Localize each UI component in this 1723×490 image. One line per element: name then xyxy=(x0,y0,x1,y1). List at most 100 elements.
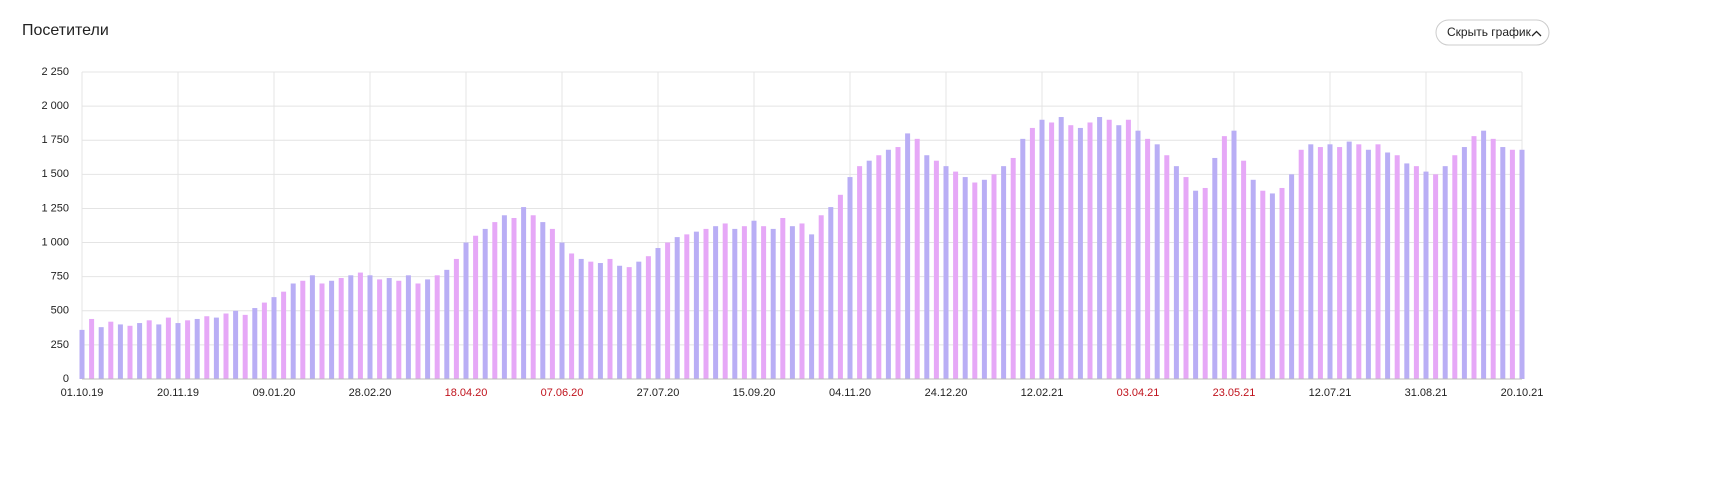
bar xyxy=(1308,144,1314,379)
bar xyxy=(540,222,546,379)
y-tick-label: 750 xyxy=(51,271,69,283)
bar xyxy=(213,317,219,379)
bar xyxy=(309,275,315,379)
bar xyxy=(1423,171,1429,379)
bar xyxy=(444,269,450,379)
bar xyxy=(223,313,229,379)
bar xyxy=(1241,160,1247,379)
x-tick-label: 07.06.20 xyxy=(541,387,584,399)
x-tick-label: 12.02.21 xyxy=(1021,387,1064,399)
bar xyxy=(185,320,191,379)
bar xyxy=(1173,166,1179,379)
bar xyxy=(117,324,123,379)
bar xyxy=(818,215,824,379)
bar xyxy=(1413,166,1419,379)
bar xyxy=(1471,136,1477,379)
bar xyxy=(1001,166,1007,379)
bar xyxy=(137,323,143,379)
bar xyxy=(367,275,373,379)
bar xyxy=(914,138,920,379)
bar xyxy=(1481,130,1487,379)
bar xyxy=(780,217,786,379)
bar xyxy=(146,320,152,379)
bar xyxy=(300,280,306,379)
bar xyxy=(1385,152,1391,379)
bar xyxy=(521,207,527,379)
bar xyxy=(1500,147,1506,379)
bar xyxy=(501,215,507,379)
bar xyxy=(1020,138,1026,379)
bar xyxy=(1509,149,1515,379)
x-tick-label: 04.11.20 xyxy=(829,387,871,399)
bar xyxy=(972,182,978,379)
bar xyxy=(108,321,114,379)
bar xyxy=(434,275,440,379)
y-tick-label: 2 000 xyxy=(41,100,69,112)
bar xyxy=(1519,149,1525,379)
bar xyxy=(425,279,431,379)
bar xyxy=(1135,130,1141,379)
y-tick-label: 2 250 xyxy=(41,66,69,78)
bar xyxy=(991,174,997,379)
bar xyxy=(789,226,795,379)
y-tick-label: 1 250 xyxy=(41,202,69,214)
bar xyxy=(1260,190,1266,379)
bar xyxy=(549,228,555,379)
bar xyxy=(1058,117,1064,379)
y-tick-label: 1 750 xyxy=(41,134,69,146)
bar xyxy=(511,217,517,379)
bar xyxy=(578,258,584,379)
x-tick-label: 01.10.19 xyxy=(61,387,104,399)
x-tick-label: 18.04.20 xyxy=(445,387,488,399)
bar xyxy=(1221,136,1227,379)
bar xyxy=(607,258,613,379)
bar xyxy=(1279,187,1285,379)
bar xyxy=(645,256,651,379)
x-tick-label: 15.09.20 xyxy=(733,387,776,399)
bar xyxy=(1327,144,1333,379)
bar xyxy=(329,280,335,379)
bar xyxy=(857,166,863,379)
x-tick-label: 20.10.21 xyxy=(1501,387,1544,399)
y-tick-label: 1 000 xyxy=(41,236,69,248)
bar xyxy=(473,235,479,379)
bar xyxy=(1164,155,1170,379)
bar xyxy=(636,261,642,379)
title: Посетители xyxy=(22,22,109,39)
bar xyxy=(1010,157,1016,379)
bar xyxy=(962,177,968,379)
bar xyxy=(1068,125,1074,379)
bar xyxy=(1289,174,1295,379)
bar xyxy=(252,308,258,379)
bar xyxy=(1212,157,1218,379)
bar xyxy=(1116,125,1122,379)
bar xyxy=(885,149,891,379)
bar xyxy=(703,228,709,379)
bar xyxy=(79,329,85,379)
x-tick-label: 28.02.20 xyxy=(349,387,392,399)
bar xyxy=(1346,141,1352,379)
bar xyxy=(655,248,661,379)
x-tick-label: 24.12.20 xyxy=(925,387,968,399)
bar xyxy=(405,275,411,379)
bar xyxy=(1231,130,1237,379)
bar xyxy=(453,258,459,379)
bar xyxy=(1490,138,1496,379)
x-tick-label: 09.01.20 xyxy=(253,387,296,399)
bar xyxy=(684,234,690,379)
bar xyxy=(588,261,594,379)
bar xyxy=(194,318,200,379)
bar xyxy=(770,228,776,379)
bar xyxy=(338,278,344,379)
bar xyxy=(722,223,728,379)
bar xyxy=(348,275,354,379)
bar xyxy=(1433,174,1439,379)
x-tick-label: 27.07.20 xyxy=(637,387,680,399)
x-tick-label: 03.04.21 xyxy=(1117,387,1160,399)
bar xyxy=(799,223,805,379)
y-tick-label: 1 500 xyxy=(41,168,69,180)
bar xyxy=(1049,122,1055,380)
bar xyxy=(617,265,623,379)
bar xyxy=(1087,122,1093,380)
hide-chart-button[interactable] xyxy=(1435,19,1550,46)
